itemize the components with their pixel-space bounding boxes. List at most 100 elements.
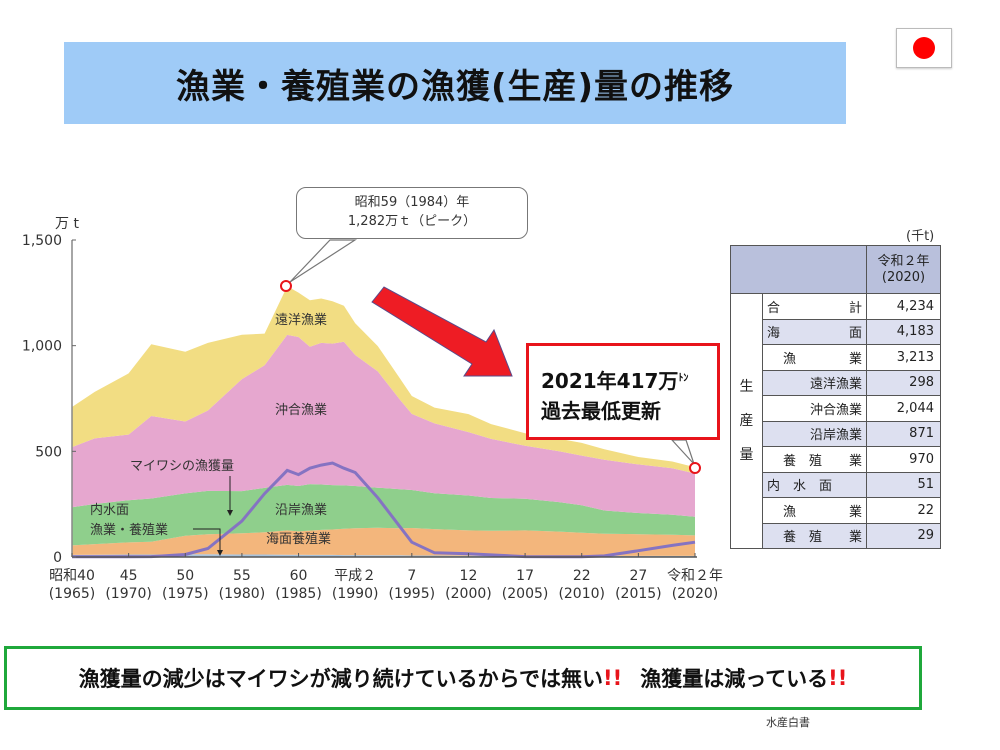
record-low-line1: 2021年417万ﾄﾝ bbox=[541, 366, 717, 396]
table-row-value: 298 bbox=[866, 369, 941, 396]
x-tick-year: (2005) bbox=[502, 586, 549, 602]
x-tick-era: 50 bbox=[176, 568, 194, 584]
table-row: 漁業 3,213 bbox=[731, 344, 941, 371]
title-banner: 漁業・養殖業の漁獲(生産)量の推移 bbox=[64, 42, 846, 124]
table-row-value: 22 bbox=[866, 497, 941, 524]
table-unit: (千t) bbox=[906, 229, 935, 244]
x-tick-era: 60 bbox=[290, 568, 308, 584]
x-tick-year: (1980) bbox=[219, 586, 266, 602]
table-row: 養 殖業 29 bbox=[731, 522, 941, 549]
x-tick-year: (2010) bbox=[558, 586, 605, 602]
table-row: 内 水 面 51 bbox=[731, 471, 941, 498]
y-ticks: 0 500 1,000 1,500 bbox=[22, 233, 76, 566]
conclusion-excl2: !! bbox=[828, 666, 848, 690]
y-tick-label: 1,500 bbox=[22, 233, 62, 249]
label-distant-fishery: 遠洋漁業 bbox=[275, 312, 327, 328]
table-row-label: 漁業 bbox=[762, 497, 867, 524]
table-header-blank bbox=[730, 245, 867, 294]
inland-pointer-head bbox=[217, 550, 223, 556]
x-tick-era: 昭和40 bbox=[49, 568, 95, 584]
x-tick-era: 12 bbox=[460, 568, 478, 584]
record-low-line2: 過去最低更新 bbox=[541, 399, 661, 423]
table-row-value: 871 bbox=[866, 420, 941, 447]
area-series-4 bbox=[72, 286, 695, 474]
table-row: 沖合漁業 2,044 bbox=[731, 395, 941, 422]
sardine-pointer-head bbox=[227, 510, 233, 516]
flag-sun bbox=[913, 37, 935, 59]
x-tick-year: (1965) bbox=[49, 586, 96, 602]
label-inland-2: 漁業・養殖業 bbox=[90, 522, 168, 538]
conclusion-excl1: !! bbox=[603, 666, 623, 690]
table-header-row: 令和２年 (2020) bbox=[730, 245, 941, 294]
table-row: 生産量合計 4,234 bbox=[730, 293, 941, 549]
peak-callout-tail bbox=[289, 239, 358, 283]
x-tick-year: (1995) bbox=[389, 586, 436, 602]
downtrend-arrow-icon bbox=[371, 286, 513, 377]
header-year-era: 令和２年 bbox=[877, 253, 930, 269]
stacked-area-chart: 0 500 1,000 1,500 昭和40 (1965) 45 (1970) 50 (1975… bbox=[22, 216, 723, 602]
peak-callout: 昭和59（1984）年 1,282万ｔ（ピーク） bbox=[296, 187, 528, 239]
label-sardine-catch: マイワシの漁獲量 bbox=[130, 459, 234, 474]
table-row-label: 沖合漁業 bbox=[762, 395, 867, 422]
area-series-1 bbox=[72, 527, 695, 556]
table-header-year: 令和２年 (2020) bbox=[866, 245, 941, 294]
table-row: 遠洋漁業 298 bbox=[731, 369, 941, 396]
record-low-unit: ﾄﾝ bbox=[678, 373, 689, 384]
conclusion-part2: 漁獲量は減っている bbox=[640, 667, 829, 691]
x-tick-era: 令和２年 bbox=[667, 568, 723, 584]
conclusion-banner: 漁獲量の減少はマイワシが減り続けているからでは無い !! 漁獲量は減っている !… bbox=[4, 646, 922, 710]
low-callout-tail bbox=[670, 439, 695, 465]
header-year-ad: (2020) bbox=[881, 269, 926, 285]
table-row-label: 沿岸漁業 bbox=[762, 420, 867, 447]
table-row: 漁業 22 bbox=[731, 497, 941, 524]
table-row-value: 2,044 bbox=[866, 395, 941, 422]
peak-callout-line2: 1,282万ｔ（ピーク） bbox=[347, 214, 477, 229]
x-tick-era: 55 bbox=[233, 568, 251, 584]
table-row-label: 合計 bbox=[762, 293, 867, 320]
peak-callout-line1: 昭和59（1984）年 bbox=[354, 195, 470, 210]
table-row-value: 3,213 bbox=[866, 344, 941, 371]
label-inland-1: 内水面 bbox=[90, 502, 129, 518]
x-tick-year: (1985) bbox=[275, 586, 322, 602]
x-tick-era: 22 bbox=[573, 568, 591, 584]
x-tick-year: (1990) bbox=[332, 586, 379, 602]
x-tick-era: 17 bbox=[516, 568, 534, 584]
table-row-label: 養 殖業 bbox=[762, 522, 867, 549]
y-tick-label: 1,000 bbox=[22, 339, 62, 355]
y-tick-label: 500 bbox=[35, 444, 62, 460]
table-row-label: 遠洋漁業 bbox=[762, 369, 867, 396]
source-label: 水産白書 bbox=[766, 716, 810, 729]
table-row-label: 海面 bbox=[762, 318, 867, 345]
x-tick-era: 45 bbox=[120, 568, 138, 584]
x-ticks: 昭和40 (1965) 45 (1970) 50 (1975) 55 (1980) 60 (198… bbox=[49, 553, 723, 602]
table-row-value: 4,183 bbox=[866, 318, 941, 345]
record-low-callout: 2021年417万ﾄﾝ 過去最低更新 bbox=[526, 343, 720, 440]
inland-pointer bbox=[193, 528, 221, 553]
table-row-value: 970 bbox=[866, 446, 941, 473]
label-marine-aquaculture: 海面養殖業 bbox=[266, 531, 331, 547]
x-tick-year: (1970) bbox=[105, 586, 152, 602]
x-tick-era: 7 bbox=[407, 568, 416, 584]
table-row-label: 内 水 面 bbox=[762, 471, 867, 498]
table-row: 養 殖業 970 bbox=[731, 446, 941, 473]
x-tick-year: (2020) bbox=[672, 586, 719, 602]
label-offshore-fishery: 沖合漁業 bbox=[275, 402, 327, 418]
peak-marker bbox=[280, 280, 292, 292]
low-marker bbox=[689, 462, 701, 474]
table-row-value: 29 bbox=[866, 522, 941, 549]
x-tick-year: (1975) bbox=[162, 586, 209, 602]
vertical-label-production: 生産量 bbox=[730, 293, 763, 549]
x-tick-era: 27 bbox=[629, 568, 647, 584]
production-table: 令和２年 (2020) 生産量合計 4,234 海面 4,183 漁業 3,213 遠洋漁業… bbox=[730, 245, 941, 549]
chart-areas bbox=[72, 286, 695, 557]
table-row-label: 漁業 bbox=[762, 344, 867, 371]
x-tick-year: (2015) bbox=[615, 586, 662, 602]
table-row-label: 養 殖業 bbox=[762, 446, 867, 473]
x-tick-era: 平成２ bbox=[334, 568, 376, 584]
area-series-3 bbox=[72, 334, 695, 517]
y-tick-label: 0 bbox=[53, 550, 62, 566]
area-series-2 bbox=[72, 484, 695, 546]
record-low-value: 2021年417万 bbox=[541, 369, 679, 393]
table-row: 沿岸漁業 871 bbox=[731, 420, 941, 447]
table-row-value: 51 bbox=[866, 471, 941, 498]
